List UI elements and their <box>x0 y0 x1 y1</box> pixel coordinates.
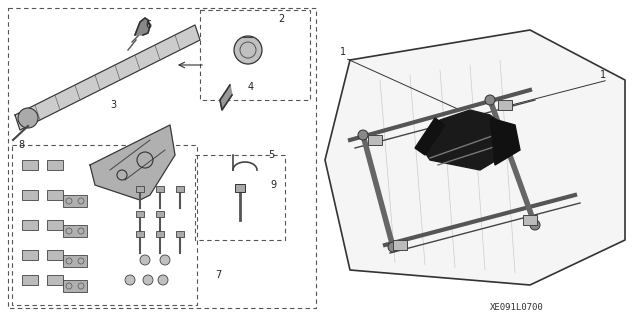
Circle shape <box>125 275 135 285</box>
Bar <box>12 145 197 305</box>
Bar <box>47 190 63 200</box>
Bar <box>523 215 537 225</box>
Bar <box>22 275 38 285</box>
Bar <box>63 280 87 292</box>
Polygon shape <box>220 85 232 110</box>
Text: 5: 5 <box>268 150 275 160</box>
Text: 1: 1 <box>600 70 606 80</box>
Circle shape <box>388 242 398 252</box>
Bar <box>47 160 63 170</box>
Bar <box>136 186 144 192</box>
Bar <box>8 8 316 308</box>
Circle shape <box>143 275 153 285</box>
Bar <box>63 255 87 267</box>
Text: 7: 7 <box>215 270 221 280</box>
Polygon shape <box>490 118 520 165</box>
Circle shape <box>530 220 540 230</box>
Bar <box>195 155 285 240</box>
Text: XE091L0700: XE091L0700 <box>490 303 544 312</box>
Text: 8: 8 <box>18 140 24 150</box>
Bar <box>368 135 382 145</box>
Polygon shape <box>325 30 625 285</box>
Bar <box>235 184 245 192</box>
Polygon shape <box>415 118 445 155</box>
Bar <box>393 240 407 250</box>
Bar <box>63 195 87 207</box>
Circle shape <box>234 36 262 64</box>
Bar <box>200 10 310 100</box>
Bar <box>176 186 184 192</box>
Bar <box>63 225 87 237</box>
Bar <box>156 186 164 192</box>
Bar <box>156 231 164 237</box>
Bar <box>22 160 38 170</box>
Bar <box>498 100 512 110</box>
Text: 1: 1 <box>340 47 346 57</box>
Bar <box>22 220 38 230</box>
Text: 6: 6 <box>145 20 151 30</box>
Circle shape <box>18 108 38 128</box>
Polygon shape <box>135 18 150 35</box>
Text: 9: 9 <box>270 180 276 190</box>
Bar <box>176 231 184 237</box>
Bar <box>47 220 63 230</box>
Circle shape <box>485 95 495 105</box>
Polygon shape <box>90 125 175 200</box>
Text: 3: 3 <box>110 100 116 110</box>
Circle shape <box>160 255 170 265</box>
Polygon shape <box>420 110 510 170</box>
Text: 2: 2 <box>278 14 284 24</box>
Bar <box>47 250 63 260</box>
Circle shape <box>358 130 368 140</box>
Bar <box>136 211 144 217</box>
Bar <box>156 211 164 217</box>
Polygon shape <box>15 25 200 130</box>
Circle shape <box>158 275 168 285</box>
Text: 4: 4 <box>248 82 254 92</box>
Bar <box>22 250 38 260</box>
Bar <box>47 275 63 285</box>
Bar <box>136 231 144 237</box>
Circle shape <box>140 255 150 265</box>
Bar <box>22 190 38 200</box>
